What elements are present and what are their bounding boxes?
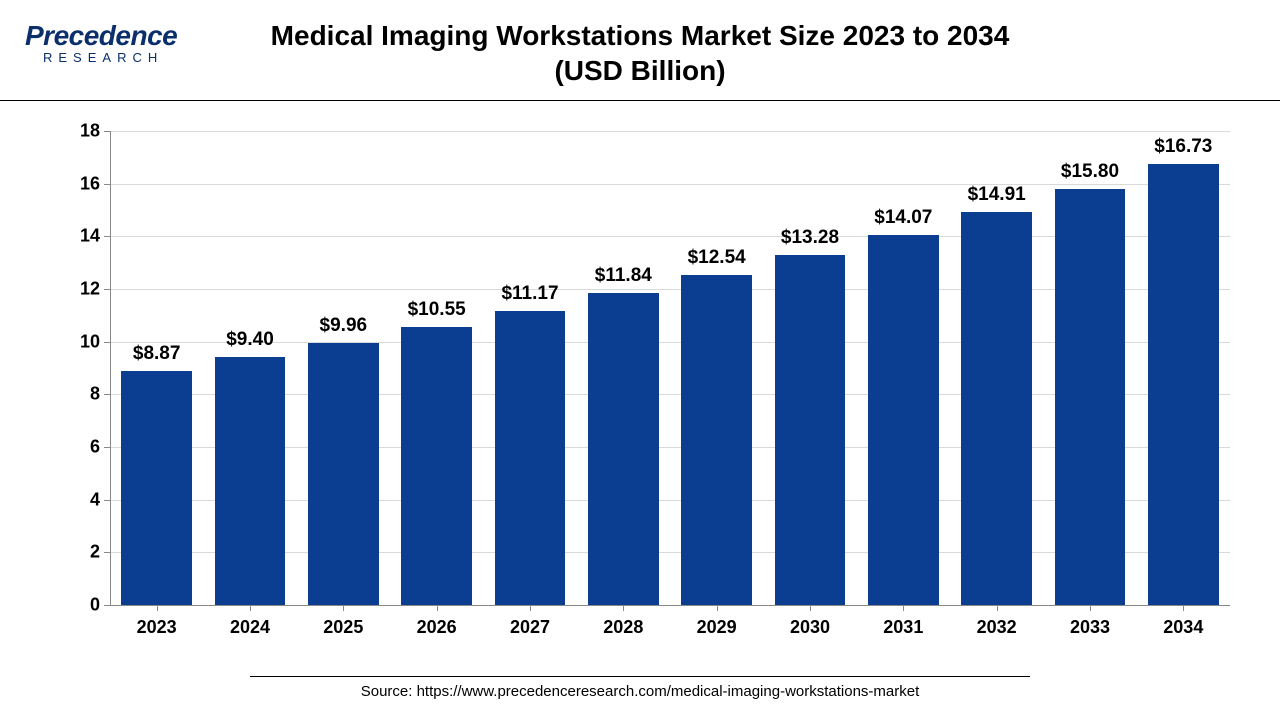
x-tick-mark [157,605,158,611]
x-tick-label: 2034 [1163,617,1203,638]
bar-value-label: $9.40 [226,329,274,351]
chart-title: Medical Imaging Workstations Market Size… [0,0,1280,88]
x-tick-mark [530,605,531,611]
x-tick-label: 2026 [417,617,457,638]
x-tick-mark [717,605,718,611]
bar-value-label: $12.54 [688,247,746,269]
bar [401,327,472,605]
bar [1148,164,1219,605]
bar-value-label: $16.73 [1154,136,1212,158]
x-tick-label: 2030 [790,617,830,638]
bar-value-label: $14.07 [874,207,932,229]
x-tick-mark [1183,605,1184,611]
bar [121,371,192,605]
source-rule [250,676,1030,677]
bar [868,235,939,606]
bar [961,212,1032,605]
bar-value-label: $11.84 [595,265,652,287]
brand-logo: Precedence RESEARCH [25,20,177,65]
bar [588,293,659,605]
bar-value-label: $9.96 [320,315,368,337]
logo-sub: RESEARCH [43,50,177,65]
y-tick-label: 4 [90,489,100,510]
plot-area: 024681012141618$8.872023$9.402024$9.9620… [110,131,1230,605]
bar [308,343,379,605]
x-tick-mark [1090,605,1091,611]
bar-value-label: $10.55 [408,299,466,321]
x-tick-mark [903,605,904,611]
x-tick-mark [810,605,811,611]
chart-area: 024681012141618$8.872023$9.402024$9.9620… [0,100,1280,665]
y-tick-label: 2 [90,542,100,563]
x-tick-label: 2023 [137,617,177,638]
bar-group: $15.802033 [1043,131,1136,605]
bar [681,275,752,605]
y-tick-label: 16 [80,173,100,194]
bar [1055,189,1126,605]
x-tick-mark [250,605,251,611]
bar [495,311,566,605]
x-tick-label: 2033 [1070,617,1110,638]
bar-group: $9.402024 [203,131,296,605]
chart-title-line1: Medical Imaging Workstations Market Size… [271,20,1010,51]
y-tick-label: 12 [80,278,100,299]
x-tick-label: 2028 [603,617,643,638]
logo-main: Precedence [25,20,177,51]
x-tick-mark [623,605,624,611]
bar-group: $16.732034 [1137,131,1230,605]
bar-value-label: $15.80 [1061,161,1119,183]
y-tick-label: 6 [90,436,100,457]
bar-group: $8.872023 [110,131,203,605]
bar-group: $11.172027 [483,131,576,605]
x-tick-label: 2024 [230,617,270,638]
y-tick-label: 8 [90,384,100,405]
x-tick-label: 2027 [510,617,550,638]
source-footer: Source: https://www.precedenceresearch.c… [0,676,1280,700]
bar-group: $13.282030 [763,131,856,605]
bar-group: $14.072031 [857,131,950,605]
x-tick-mark [437,605,438,611]
bar-value-label: $13.28 [781,227,839,249]
y-tick-label: 0 [90,595,100,616]
bar-value-label: $14.91 [968,184,1026,206]
x-tick-label: 2029 [697,617,737,638]
y-tick-label: 18 [80,121,100,142]
bar-value-label: $8.87 [133,343,181,365]
gridline [110,605,1230,606]
bar-group: $11.842028 [577,131,670,605]
x-tick-label: 2025 [323,617,363,638]
y-tick-label: 10 [80,331,100,352]
bar-group: $14.912032 [950,131,1043,605]
y-tick-label: 14 [80,226,100,247]
x-tick-mark [343,605,344,611]
bar-value-label: $11.17 [501,283,558,305]
x-tick-label: 2031 [883,617,923,638]
bar-group: $10.552026 [390,131,483,605]
bar-group: $9.962025 [297,131,390,605]
bar-group: $12.542029 [670,131,763,605]
chart-title-line2: (USD Billion) [554,55,725,86]
x-tick-mark [997,605,998,611]
x-tick-label: 2032 [977,617,1017,638]
bar [775,255,846,605]
source-text: Source: https://www.precedenceresearch.c… [361,683,920,700]
bar [215,357,286,605]
y-tick-mark [104,605,110,606]
